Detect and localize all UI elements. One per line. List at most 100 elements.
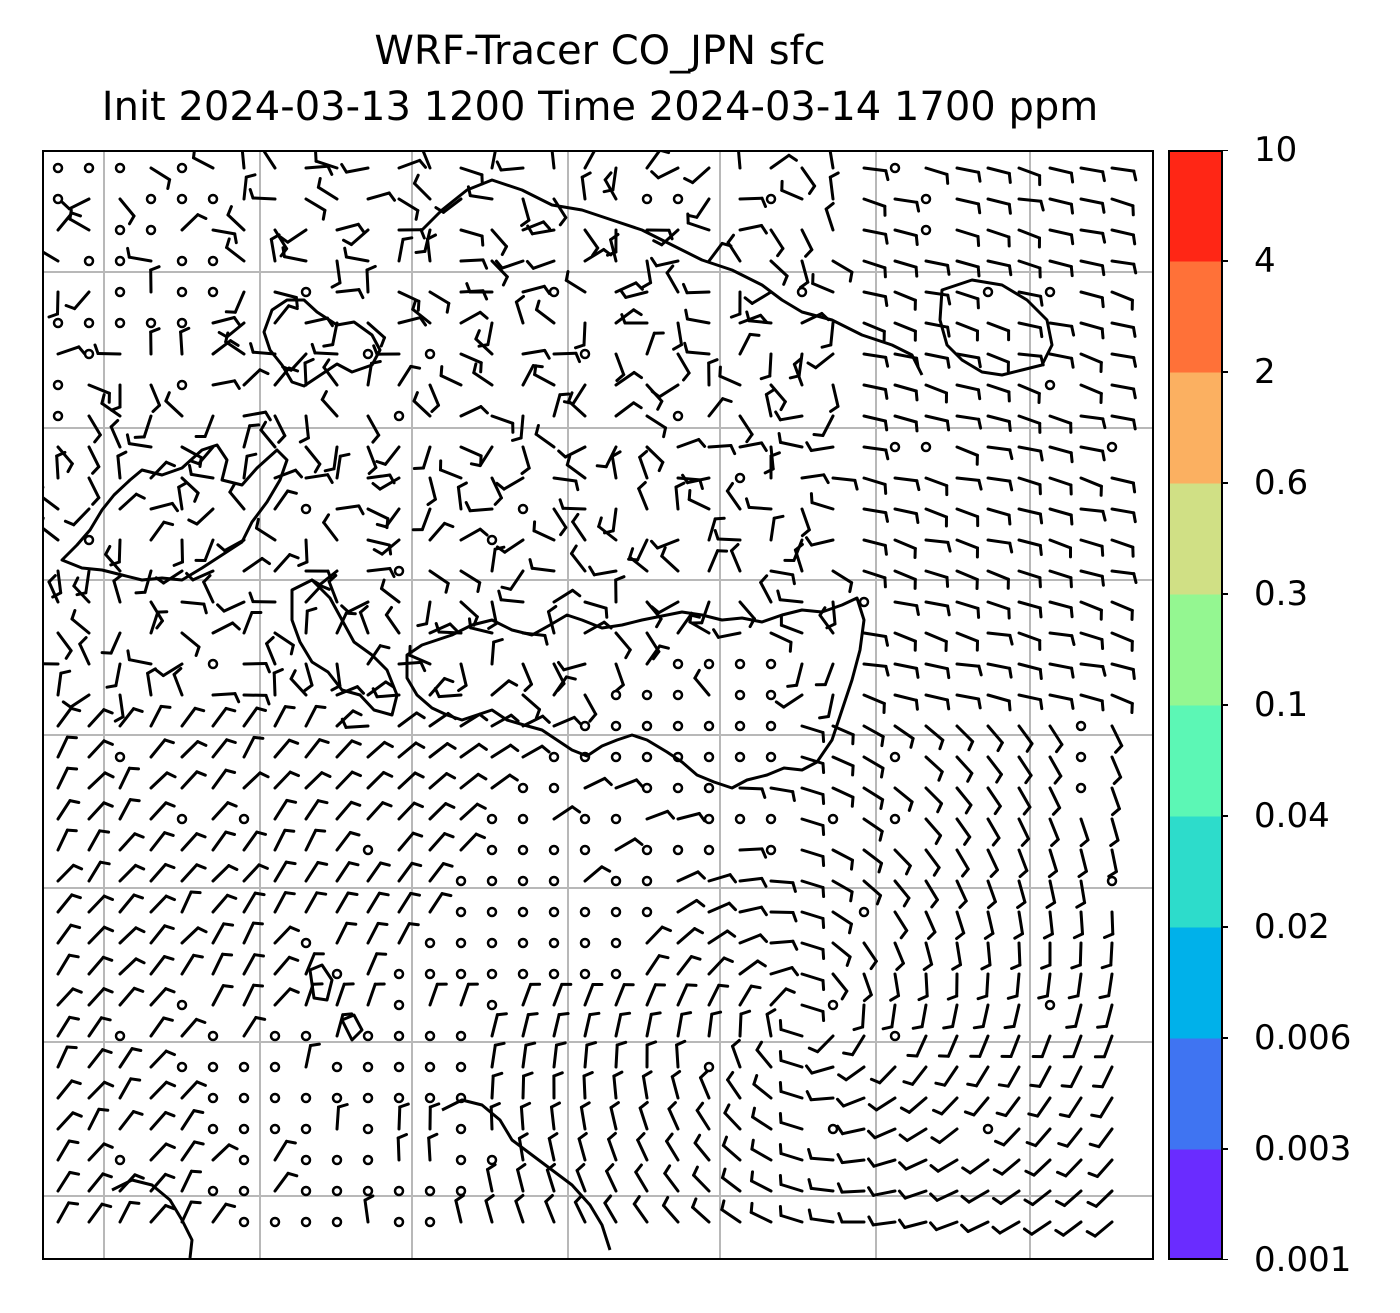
wind-barb (792, 357, 804, 387)
wind-barb (87, 1142, 114, 1162)
calm-wind-marker (672, 751, 684, 763)
wind-barb (459, 832, 486, 852)
wind-barb (242, 771, 270, 790)
wind-barb (335, 800, 362, 821)
wind-barb (738, 984, 762, 1007)
colorbar-segment (1168, 1149, 1223, 1260)
wind-barb (47, 290, 60, 319)
wind-barb (265, 636, 277, 666)
wind-barb (955, 352, 982, 369)
wind-barb (729, 290, 742, 319)
wind-barb (670, 1070, 682, 1100)
wind-barb (521, 631, 549, 646)
wind-barb (564, 270, 587, 294)
wind-barb (897, 1189, 928, 1200)
wind-barb (194, 538, 215, 562)
colorbar-tick-label: 0.6 (1254, 463, 1309, 503)
wind-barb (862, 879, 882, 906)
wind-barb (800, 910, 826, 929)
wind-barb (261, 150, 277, 170)
calm-wind-marker (300, 1154, 312, 1166)
wind-barb (408, 644, 432, 666)
wind-barb (303, 357, 315, 387)
wind-barb (366, 445, 378, 475)
wind-barb (180, 1169, 202, 1193)
wind-barb (893, 290, 917, 311)
wind-barb (521, 348, 551, 360)
wind-barb (134, 569, 153, 595)
wind-barb (707, 397, 733, 418)
calm-wind-marker (610, 937, 622, 949)
wind-barb (304, 952, 325, 976)
wind-barb (1006, 972, 1021, 1000)
wind-barb (335, 504, 365, 516)
wind-barb (1048, 197, 1074, 215)
wind-barb (185, 569, 215, 582)
wind-barb (862, 817, 884, 842)
wind-barb (149, 610, 169, 635)
calm-wind-marker (548, 782, 560, 794)
wind-barb (434, 197, 463, 214)
wind-barb (932, 1096, 959, 1116)
wind-barb (397, 771, 425, 790)
wind-barb (428, 772, 457, 790)
wind-barb (304, 445, 322, 474)
wind-barb (211, 864, 239, 883)
wind-barb (778, 1112, 804, 1131)
wind-barb (836, 1153, 866, 1165)
wind-barb (1048, 321, 1076, 337)
wind-barb (490, 259, 509, 287)
calm-wind-marker (424, 1092, 436, 1104)
wind-barb (552, 507, 568, 537)
wind-barb (1017, 817, 1030, 847)
wind-barb (371, 476, 401, 491)
wind-barb (180, 740, 208, 759)
wind-barb (1010, 941, 1022, 970)
wind-barb (812, 414, 835, 437)
wind-barb (986, 445, 1014, 461)
wind-barb (112, 574, 123, 604)
wind-barb (428, 742, 457, 759)
wind-barb (764, 388, 776, 418)
calm-wind-marker (579, 844, 591, 856)
calm-wind-marker (362, 348, 374, 360)
wind-barb (211, 228, 238, 245)
wind-barb (413, 173, 432, 201)
wind-barb (902, 1065, 928, 1086)
wind-barb (211, 1143, 239, 1162)
wind-barb (490, 1071, 504, 1100)
wind-barb (738, 196, 767, 208)
wind-barb (778, 1050, 804, 1069)
wind-barb (72, 576, 91, 604)
wind-barb (459, 982, 479, 1007)
wind-barb (56, 1170, 81, 1193)
wind-barb (340, 600, 370, 614)
wind-barb (774, 693, 804, 709)
wind-barb (672, 321, 683, 351)
wind-barb (831, 941, 852, 967)
wind-barb (434, 622, 463, 635)
wind-barb (211, 893, 238, 914)
wind-barb (273, 366, 300, 387)
calm-wind-marker (1044, 286, 1056, 298)
wind-barb (87, 860, 111, 883)
wind-barb (397, 741, 426, 759)
calm-wind-marker (486, 844, 498, 856)
wind-barb (991, 1220, 1021, 1235)
calm-wind-marker (548, 751, 560, 763)
wind-barb (675, 1039, 687, 1069)
colorbar-tick-label: 0.1 (1254, 685, 1309, 725)
wind-barb (614, 1040, 628, 1069)
wind-barb (893, 321, 917, 342)
wind-barb (614, 371, 643, 387)
calm-wind-marker (734, 813, 746, 825)
wind-barb (862, 383, 889, 400)
wind-barb (466, 185, 494, 201)
wind-barb (667, 1101, 680, 1131)
calm-wind-marker (641, 875, 653, 887)
wind-barb (366, 982, 386, 1007)
wind-barb (87, 801, 114, 821)
wind-barb (273, 891, 296, 914)
wind-barb (304, 861, 329, 883)
wind-barb (526, 224, 556, 236)
